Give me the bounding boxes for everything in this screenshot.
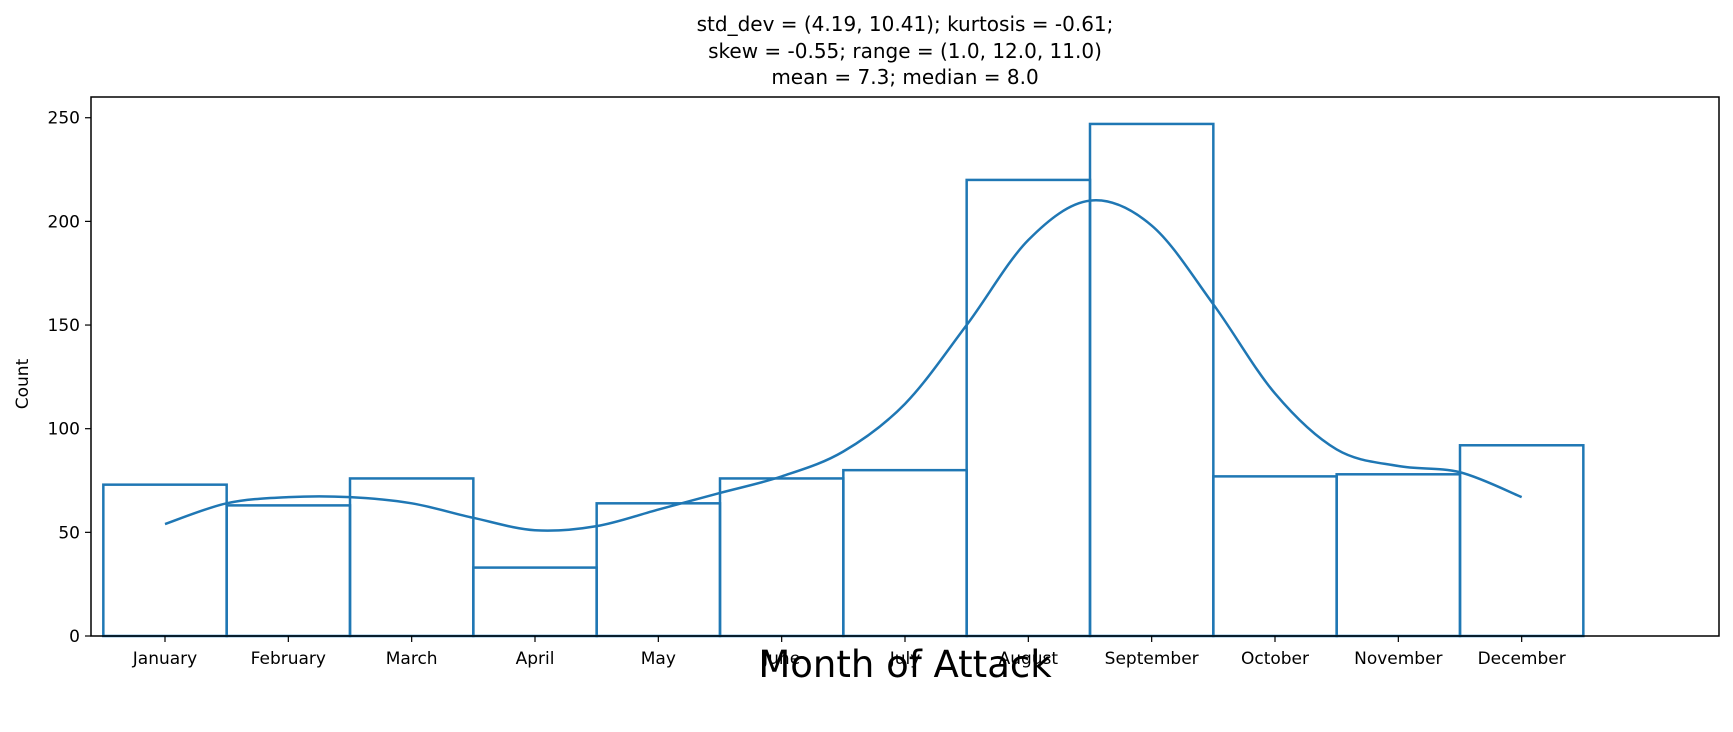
y-tick-label: 0	[69, 627, 80, 647]
histogram-bar	[965, 178, 1092, 638]
plot-frame	[90, 96, 1720, 637]
histogram-bar	[842, 468, 968, 638]
histogram-bar	[1212, 475, 1338, 638]
y-tick-label: 200	[48, 212, 80, 232]
histogram-bar	[225, 504, 352, 638]
title-line-1: std_dev = (4.19, 10.41); kurtosis = -0.6…	[697, 12, 1114, 36]
y-axis-label: Count	[13, 358, 33, 409]
y-tick-label: 50	[58, 523, 80, 543]
histogram-bar	[1335, 473, 1462, 638]
kde-curve	[164, 199, 1523, 532]
x-axis-label: Month of Attack	[758, 643, 1052, 686]
x-tick-label: February	[251, 649, 326, 669]
histogram-bars	[102, 122, 1585, 638]
x-axis: January February March April May June July Augu…	[132, 636, 1566, 669]
x-tick-label: October	[1241, 649, 1309, 669]
x-tick-label: August	[999, 649, 1059, 669]
x-tick-label: January	[132, 649, 197, 669]
x-tick-label: July	[889, 649, 921, 669]
histogram-bar	[1458, 444, 1585, 638]
y-tick-label: 150	[48, 316, 80, 336]
y-axis: 0 50 100 150 200 250	[48, 109, 91, 647]
y-tick-label: 250	[48, 109, 80, 129]
x-tick-label: September	[1105, 649, 1199, 669]
x-tick-label: April	[516, 649, 555, 669]
x-tick-label: May	[641, 649, 676, 669]
title-line-2: skew = -0.55; range = (1.0, 12.0, 11.0)	[708, 39, 1102, 63]
x-tick-label: December	[1478, 649, 1566, 669]
y-tick-label: 100	[48, 420, 80, 440]
histogram-bar	[472, 566, 598, 638]
x-tick-label: November	[1354, 649, 1442, 669]
x-tick-label: June	[762, 649, 800, 669]
chart-title: std_dev = (4.19, 10.41); kurtosis = -0.6…	[697, 12, 1114, 89]
histogram-bar	[718, 477, 845, 638]
title-line-3: mean = 7.3; median = 8.0	[771, 65, 1038, 89]
x-tick-label: March	[386, 649, 438, 669]
